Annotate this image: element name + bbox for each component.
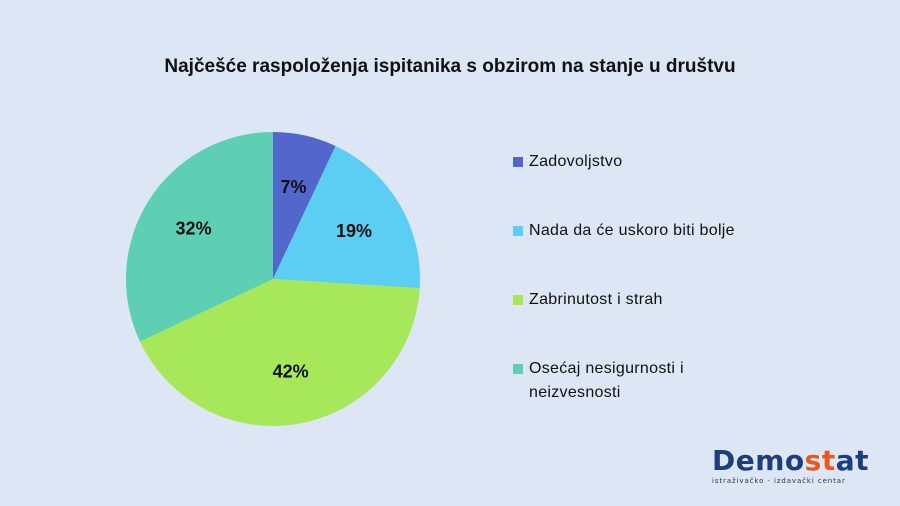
pie-slice-label: 7%	[281, 177, 307, 197]
pie-slice-label: 19%	[336, 221, 372, 241]
logo-wordmark: Demostat	[712, 444, 868, 477]
logo-word-end: at	[835, 444, 869, 477]
pie-slice-zabrinutost-i-strah	[139, 279, 420, 426]
demostat-logo: Demostat istraživačko - izdavački centar	[712, 444, 868, 486]
legend-label: Osećaj nesigurnosti i neizvesnosti	[529, 360, 684, 401]
pie-slice-nada-da-ce-uskoro-biti-bolje	[273, 145, 420, 289]
pie-slice-zadovoljstvo	[273, 132, 336, 279]
legend-swatch	[513, 226, 523, 236]
chart-title: Najčešće raspoloženja ispitanika s obzir…	[164, 56, 736, 77]
logo-word-accent: st	[804, 444, 836, 477]
legend-item-zadovoljstvo: Zadovoljstvo	[513, 150, 759, 174]
legend-item-osecaj: Osećaj nesigurnosti i neizvesnosti	[513, 357, 729, 405]
pie-slice-label: 32%	[176, 219, 212, 239]
legend-label: Nada da će uskoro biti bolje	[529, 222, 735, 239]
legend-item-zabrinutost: Zabrinutost i strah	[513, 288, 759, 312]
legend-swatch	[513, 364, 523, 374]
pie-slice-label: 42%	[273, 361, 309, 381]
pie-slice-osecaj-nesigurnosti-i-neizvesnosti	[125, 132, 274, 342]
legend-swatch	[513, 295, 523, 305]
legend-swatch	[513, 157, 523, 167]
logo-word-start: Demo	[712, 444, 805, 477]
legend-item-nada: Nada da će uskoro biti bolje	[513, 219, 759, 243]
legend-label: Zadovoljstvo	[529, 153, 623, 170]
legend-label: Zabrinutost i strah	[529, 291, 663, 308]
logo-tagline: istraživačko - izdavački centar	[712, 477, 846, 485]
